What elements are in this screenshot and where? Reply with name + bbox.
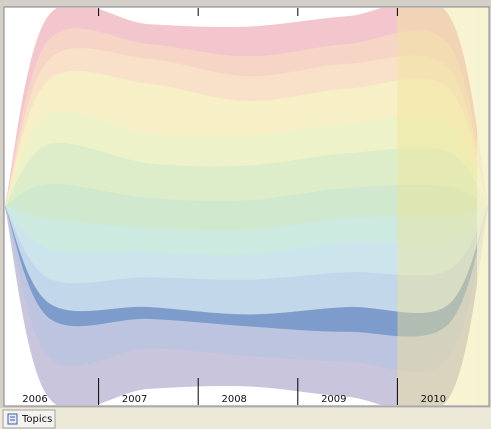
axes: 2006 2007 2008 2009 2010 [22,8,446,405]
x-tick-label: 2010 [421,394,446,405]
highlight-band [397,8,477,405]
x-tick-label: 2009 [321,394,346,405]
tab-bar [0,408,491,429]
topics-tab[interactable]: Topics [2,409,56,429]
streamgraph [5,8,488,405]
x-tick-label: 2007 [122,394,147,405]
x-tick-label: 2008 [221,394,246,405]
tab-icon [7,413,18,425]
highlight-edge [477,8,488,405]
tab-label[interactable]: Topics [21,414,52,425]
x-tick-label: 2006 [22,394,47,405]
